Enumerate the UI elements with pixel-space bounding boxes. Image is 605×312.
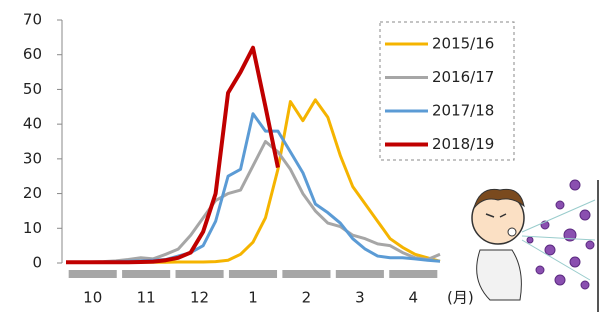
chart: (月) 01020304050607010111212342015/162016… (0, 0, 605, 312)
series-line (66, 100, 440, 262)
month-bar (282, 270, 330, 278)
month-bar (176, 270, 224, 278)
y-tick-label: 10 (23, 219, 42, 237)
x-tick-label: 1 (248, 289, 258, 307)
y-tick-label: 0 (32, 254, 42, 272)
y-tick-label: 20 (23, 184, 42, 202)
y-tick-label: 30 (23, 149, 42, 167)
x-tick-label: 2 (302, 289, 312, 307)
month-bar (389, 270, 437, 278)
legend-label: 2015/16 (432, 35, 494, 53)
x-tick-label: 3 (355, 289, 365, 307)
x-tick-label: 12 (190, 289, 209, 307)
month-bar (336, 270, 384, 278)
x-tick-label: 4 (409, 289, 419, 307)
legend-label: 2017/18 (432, 102, 494, 120)
y-tick-label: 50 (23, 80, 42, 98)
y-tick-label: 70 (23, 11, 42, 29)
y-tick-label: 40 (23, 115, 42, 133)
y-tick-label: 60 (23, 45, 42, 63)
x-tick-label: 11 (137, 289, 156, 307)
x-tick-label: 10 (83, 289, 102, 307)
legend-label: 2018/19 (432, 135, 494, 153)
series-line (66, 48, 278, 263)
x-axis-label: (月) (447, 289, 474, 307)
month-bar (229, 270, 277, 278)
month-bar (122, 270, 170, 278)
legend-label: 2016/17 (432, 68, 494, 86)
month-bar (69, 270, 117, 278)
illustration (472, 180, 595, 300)
